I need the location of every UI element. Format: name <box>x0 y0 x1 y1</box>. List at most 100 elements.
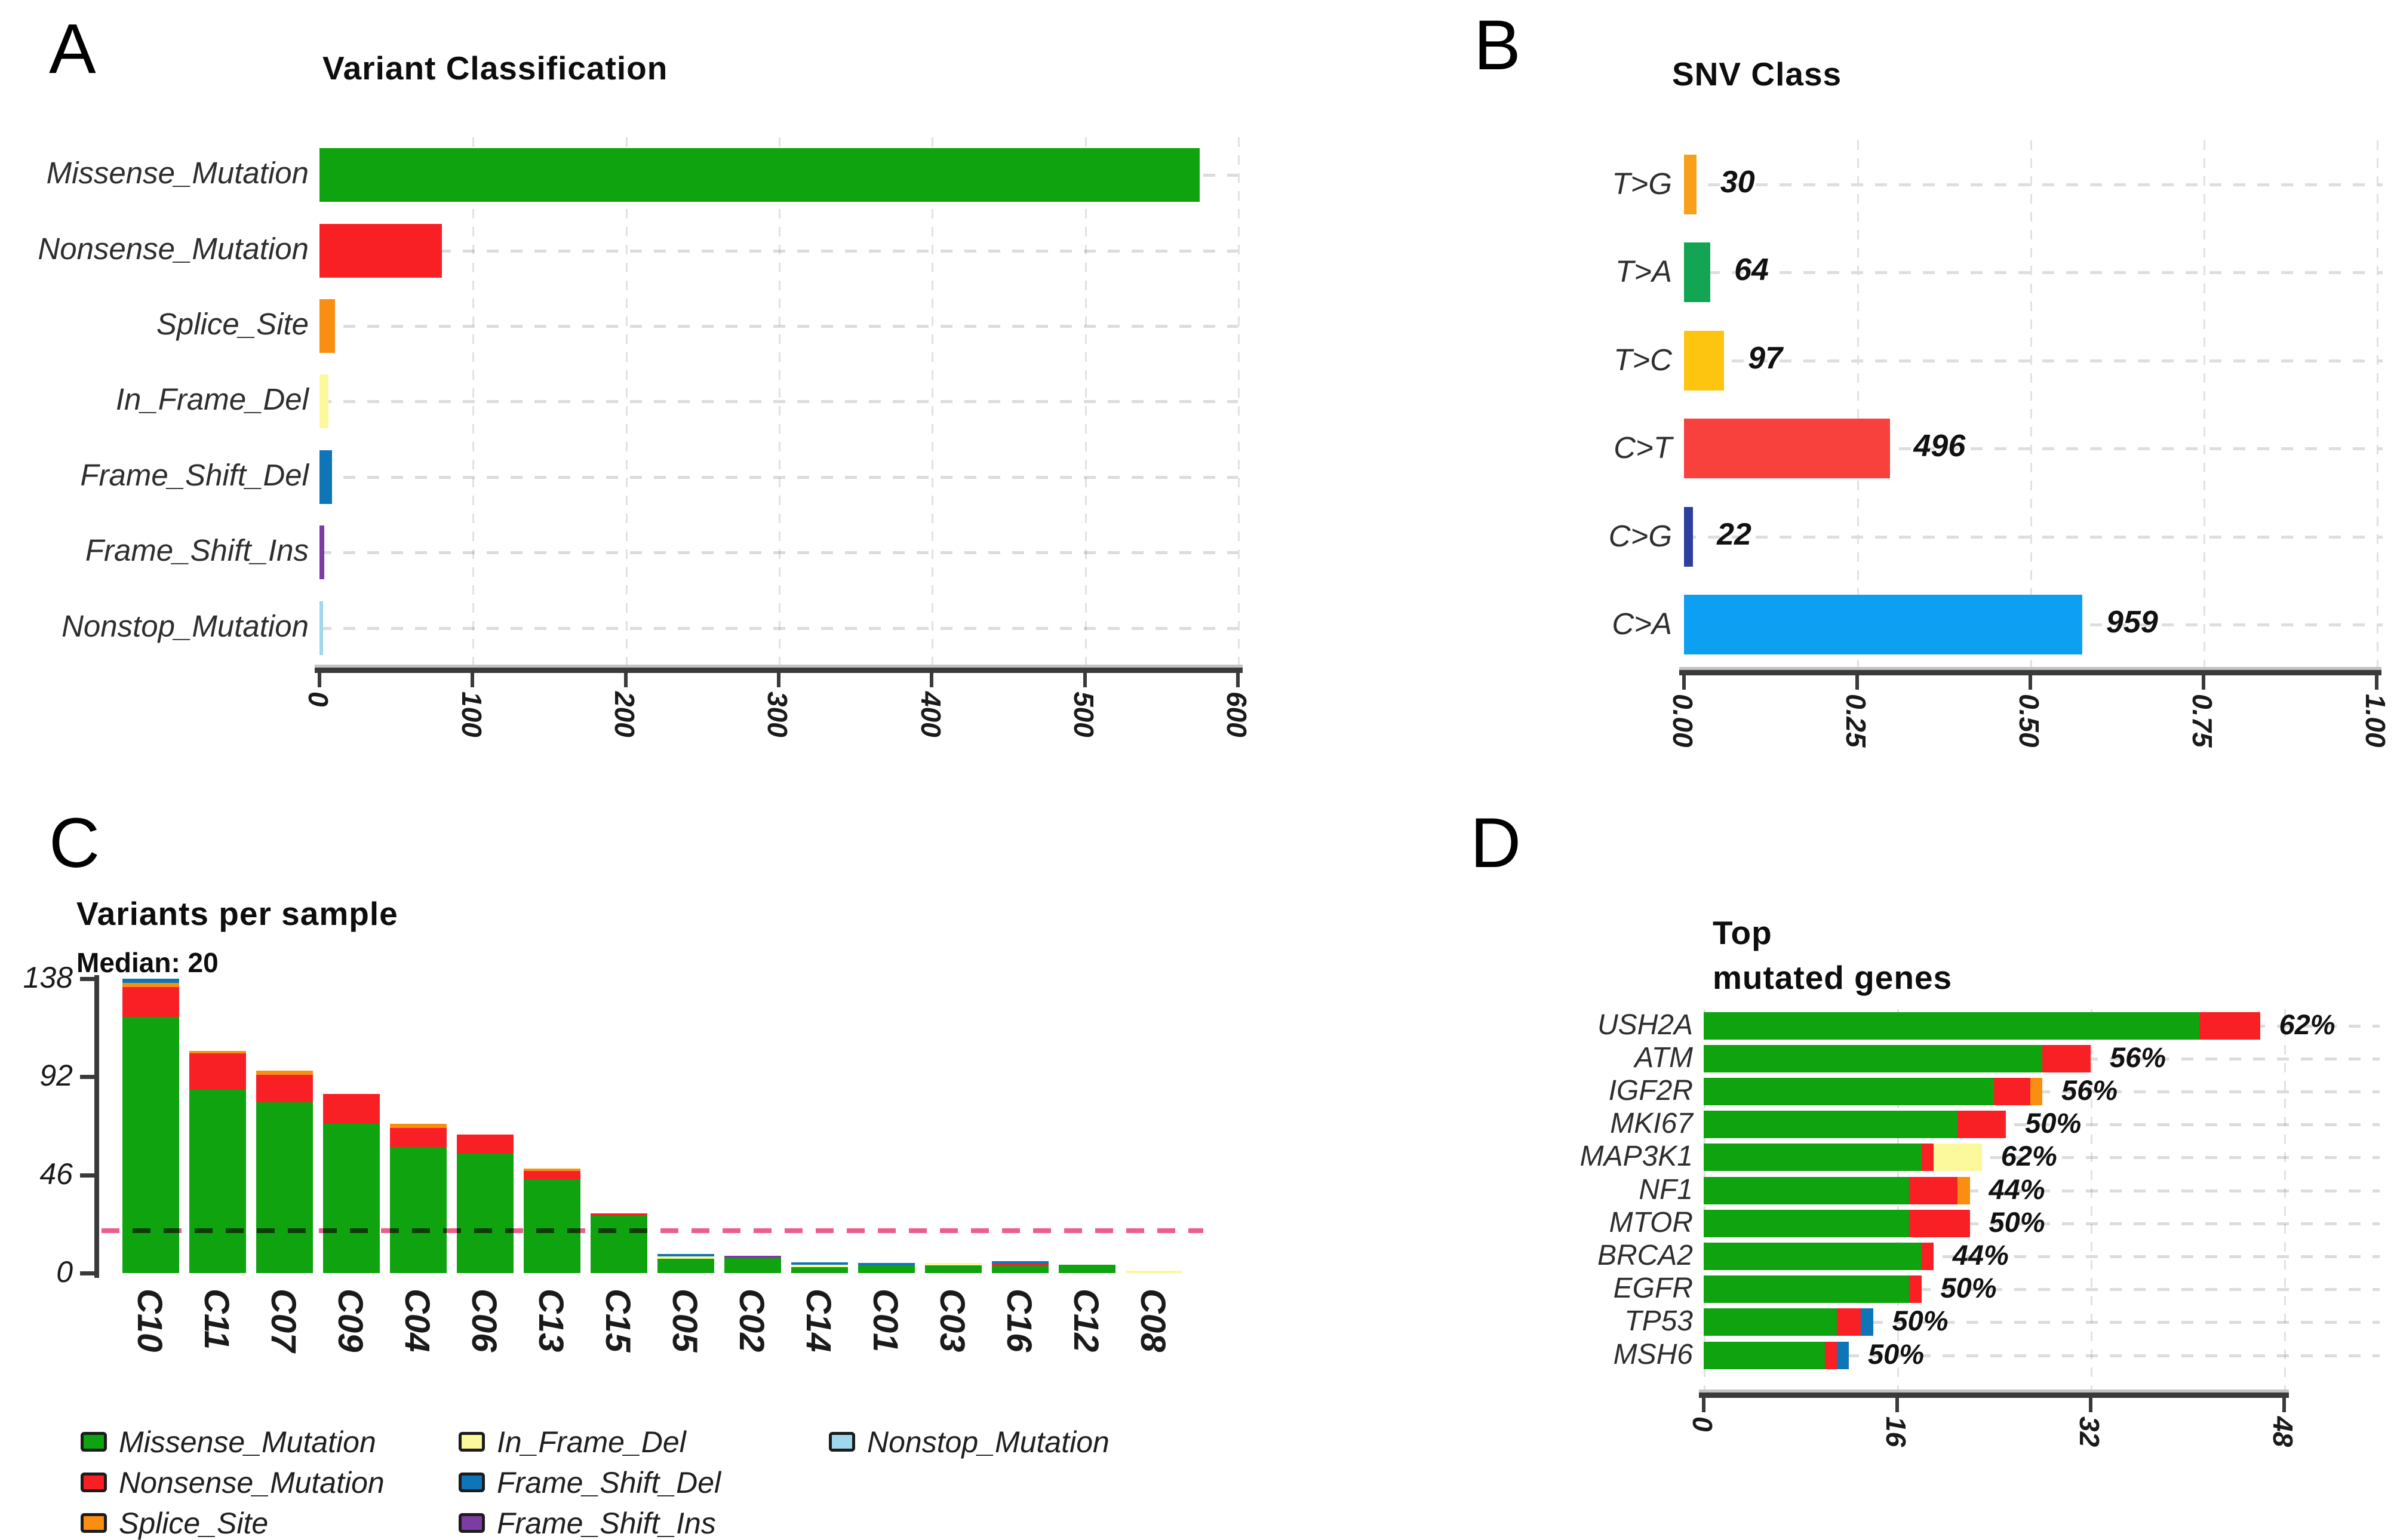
stack-segment-frame_shift_del <box>791 1262 848 1265</box>
row-leader-line <box>1704 1222 2380 1225</box>
legend-label: Nonstop_Mutation <box>867 1425 1110 1459</box>
gene-bar-segment-nonsense_mutation <box>1836 1308 1861 1336</box>
category-label: Frame_Shift_Ins <box>85 533 309 568</box>
gene-bar-segment-missense_mutation <box>1704 1176 1910 1204</box>
legend-label: Missense_Mutation <box>119 1425 376 1459</box>
x-axis-tick <box>1236 673 1240 687</box>
x-axis-tick <box>930 673 934 687</box>
row-leader-line <box>1704 1255 2380 1258</box>
stack-segment-nonsense_mutation <box>256 1074 313 1103</box>
panel-b-x-axis <box>1679 670 2381 675</box>
gene-label: MSH6 <box>1613 1338 1693 1370</box>
category-label: T>C <box>1614 342 1672 377</box>
stack-segment-missense_mutation <box>992 1265 1049 1273</box>
x-tick-label: 0.50 <box>2014 694 2045 748</box>
grid-line <box>1857 140 1859 670</box>
x-axis-tick <box>2202 675 2205 690</box>
value-label: 959 <box>2106 605 2158 640</box>
x-tick-label: 400 <box>915 691 946 737</box>
row-leader-line <box>1684 271 2383 275</box>
panel-c-median-label: Median: 20 <box>76 947 219 978</box>
stack-segment-splice_site <box>524 1168 580 1171</box>
x-axis-tick <box>2089 1398 2092 1412</box>
row-leader-line <box>1704 1321 2380 1324</box>
x-axis-tick <box>623 673 628 687</box>
panel-c-title: Variants per sample <box>76 895 398 932</box>
y-axis-tick <box>80 977 94 981</box>
x-tick-label: 600 <box>1221 691 1253 737</box>
gene-bar-segment-frame_shift_del <box>1836 1341 1849 1369</box>
stack-segment-splice_site <box>122 983 179 988</box>
sample-tick-label: C12 <box>1067 1289 1106 1353</box>
bar-c-to-g <box>1684 506 1694 567</box>
y-axis-tick <box>80 1271 94 1275</box>
gene-bar-segment-splice_site <box>2030 1078 2042 1105</box>
sample-tick-label: C03 <box>933 1289 972 1353</box>
row-leader-line <box>1704 1189 2380 1192</box>
value-label: 496 <box>1913 429 1966 464</box>
gene-label: MKI67 <box>1610 1108 1693 1140</box>
grid-line <box>1238 137 1240 668</box>
stack-segment-splice_site <box>390 1123 447 1129</box>
bar-t-to-a <box>1684 242 1711 303</box>
grid-line <box>2377 140 2378 670</box>
mutation-percent-label: 44% <box>1989 1173 2045 1205</box>
panel-a-title: Variant Classification <box>322 50 668 87</box>
category-label: T>A <box>1615 254 1672 289</box>
value-label: 64 <box>1734 253 1769 288</box>
x-axis-tick <box>1855 675 1859 690</box>
gene-bar-segment-missense_mutation <box>1704 1144 1922 1172</box>
bar-c-to-a <box>1684 595 2082 655</box>
value-label: 30 <box>1720 164 1755 199</box>
x-axis-tick <box>471 673 475 687</box>
mutation-percent-label: 44% <box>1952 1239 2009 1271</box>
gene-bar-segment-frame_shift_del <box>1861 1308 1873 1336</box>
sample-tick-label: C04 <box>398 1289 437 1353</box>
sample-tick-label: C16 <box>1000 1289 1039 1353</box>
gene-label: ATM <box>1634 1041 1693 1074</box>
y-tick-label: 92 <box>39 1059 73 1093</box>
x-tick-label: 32 <box>2074 1416 2106 1447</box>
stack-segment-nonsense_mutation <box>524 1170 580 1179</box>
mutation-percent-label: 50% <box>1892 1305 1949 1337</box>
panel-d-title-line1: Top <box>1713 914 1772 951</box>
category-label: C>T <box>1614 431 1672 465</box>
panel-b-title: SNV Class <box>1672 56 1842 93</box>
sample-tick-label: C02 <box>732 1289 772 1353</box>
category-label: Splice_Site <box>156 307 309 341</box>
gene-bar-segment-missense_mutation <box>1704 1111 1958 1139</box>
stack-segment-missense_mutation <box>390 1147 447 1273</box>
stack-segment-frame_shift_del <box>858 1263 915 1266</box>
mutation-percent-label: 62% <box>2279 1008 2335 1040</box>
category-label: C>G <box>1608 518 1672 553</box>
grid-line <box>2030 140 2032 670</box>
x-tick-label: 0.25 <box>1840 694 1872 748</box>
row-leader-line <box>1704 1354 2380 1357</box>
stack-segment-missense_mutation <box>256 1102 313 1273</box>
legend-label: Nonsense_Mutation <box>119 1466 385 1499</box>
bar-frame_shift_del <box>319 450 332 504</box>
panel-d-title-line2: mutated genes <box>1713 959 1953 996</box>
gene-bar-segment-nonsense_mutation <box>1909 1176 1958 1204</box>
legend-swatch-frame_shift_ins <box>459 1513 485 1533</box>
median-dashed-line <box>102 1228 1203 1233</box>
gene-bar-segment-nonsense_mutation <box>1921 1144 1934 1172</box>
legend-swatch-missense_mutation <box>81 1432 107 1452</box>
gene-bar-segment-nonsense_mutation <box>1909 1275 1922 1304</box>
x-tick-label: 0 <box>303 691 334 707</box>
grid-line <box>2091 1009 2092 1393</box>
gene-bar-segment-nonsense_mutation <box>1921 1243 1934 1270</box>
x-tick-label: 0.75 <box>2187 694 2218 748</box>
gene-label: MTOR <box>1609 1206 1693 1238</box>
x-tick-label: 0 <box>1687 1416 1719 1432</box>
y-tick-label: 46 <box>39 1157 73 1191</box>
stack-segment-missense_mutation <box>524 1179 580 1273</box>
stack-segment-frame_shift_del <box>992 1261 1049 1264</box>
row-leader-line <box>319 475 1238 479</box>
stack-segment-nonsense_mutation <box>457 1134 514 1154</box>
bar-nonsense_mutation <box>319 223 442 278</box>
panel-b-letter: B <box>1474 6 1521 85</box>
bar-t-to-g <box>1684 154 1697 214</box>
y-axis-tick <box>80 1173 94 1178</box>
legend-label: Splice_Site <box>119 1507 269 1540</box>
